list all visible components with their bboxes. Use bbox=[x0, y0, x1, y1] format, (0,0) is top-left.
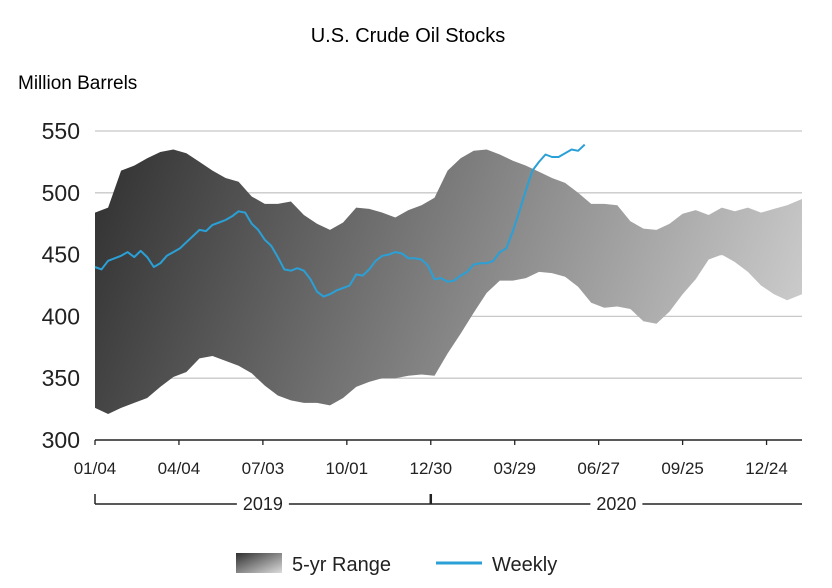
year-label-bg-2019 bbox=[236, 494, 289, 514]
series-layer bbox=[94, 143, 586, 298]
y-tick-label-350: 350 bbox=[42, 365, 80, 391]
x-tick-label-06-27: 06/27 bbox=[577, 459, 620, 478]
x-tick-label-09-25: 09/25 bbox=[661, 459, 704, 478]
axes: 300 350 400 450 500 550 01/04 04/04 07/03 10/01 12… bbox=[42, 118, 802, 514]
weekly-series-line bbox=[94, 143, 586, 298]
legend-range-label: 5-yr Range bbox=[292, 554, 391, 576]
x-tick-label-12-24: 12/24 bbox=[745, 459, 788, 478]
y-tick-label-450: 450 bbox=[42, 242, 80, 268]
chart-title: U.S. Crude Oil Stocks bbox=[311, 25, 506, 47]
legend-range-swatch bbox=[236, 553, 282, 573]
y-tick-label-550: 550 bbox=[42, 118, 80, 144]
y-tick-label-300: 300 bbox=[42, 427, 80, 453]
x-tick-label-10-01: 10/01 bbox=[326, 459, 369, 478]
y-tick-label-400: 400 bbox=[42, 303, 80, 329]
x-tick-label-12-30: 12/30 bbox=[410, 459, 453, 478]
x-tick-label-03-29: 03/29 bbox=[493, 459, 536, 478]
year-label-bg-2020 bbox=[590, 494, 643, 514]
y-tick-label-500: 500 bbox=[42, 180, 80, 206]
year-label-2019: 2019 bbox=[243, 494, 283, 514]
x-tick-label-01-04: 01/04 bbox=[74, 459, 117, 478]
legend: 5-yr Range Weekly bbox=[236, 553, 557, 576]
year-label-2020: 2020 bbox=[596, 494, 636, 514]
x-tick-label-04-04: 04/04 bbox=[158, 459, 201, 478]
legend-weekly-label: Weekly bbox=[492, 554, 557, 576]
y-axis-label: Million Barrels bbox=[18, 73, 137, 94]
x-tick-label-07-03: 07/03 bbox=[242, 459, 285, 478]
